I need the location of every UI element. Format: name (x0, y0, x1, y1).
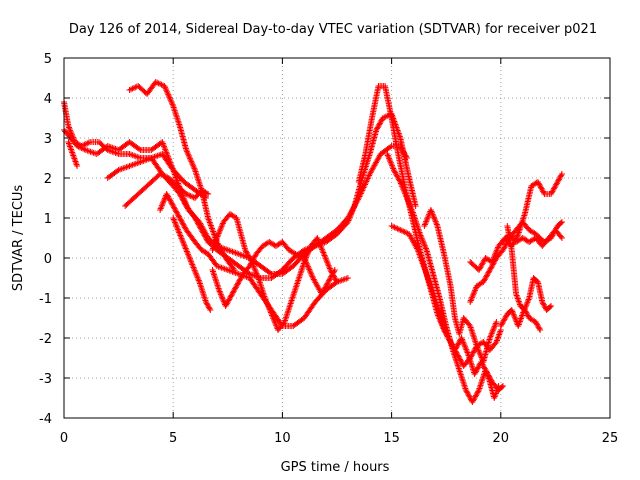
data-point-markers (61, 111, 419, 277)
y-tick-label: -1 (39, 292, 52, 307)
series-track-8 (170, 215, 214, 313)
series-track-19 (497, 275, 555, 329)
x-tick-label: 5 (169, 431, 177, 446)
data-point-markers (209, 239, 338, 309)
chart-title: Day 126 of 2014, Sidereal Day-to-day VTE… (69, 22, 597, 37)
y-tick-label: 4 (44, 92, 52, 107)
data-point-markers (497, 275, 555, 329)
x-tick-label: 25 (602, 431, 619, 446)
x-tick-label: 20 (493, 431, 510, 446)
series-track-6 (126, 79, 238, 273)
x-axis-label: GPS time / hours (281, 460, 390, 475)
data-point-markers (126, 79, 238, 273)
series-track-4 (104, 143, 410, 281)
data-point-markers (104, 143, 410, 281)
data-point-markers (388, 223, 502, 401)
grid-lines (64, 58, 610, 418)
y-tick-label: -2 (39, 332, 52, 347)
series-track-13 (388, 223, 502, 401)
data-point-markers (65, 139, 81, 169)
x-tick-label: 15 (383, 431, 400, 446)
y-tick-label: 2 (44, 172, 52, 187)
x-tick-label: 10 (274, 431, 291, 446)
axis-ticks: 0 5 10 15 20 25 -4 -3 -2 -1 0 1 2 3 4 5 (39, 52, 618, 446)
series-track-9 (209, 211, 340, 333)
y-tick-label: 0 (44, 252, 52, 267)
y-tick-label: 1 (44, 212, 52, 227)
y-tick-label: 5 (44, 52, 52, 67)
data-point-markers (209, 211, 340, 333)
series-track-14 (421, 207, 500, 365)
data-series (61, 79, 565, 405)
y-tick-label: -3 (39, 372, 52, 387)
series-track-10 (209, 239, 338, 309)
x-tick-label: 0 (60, 431, 68, 446)
y-tick-label: 3 (44, 132, 52, 147)
plot-frame (63, 57, 611, 419)
y-axis-label: SDTVAR / TECUs (11, 185, 26, 292)
data-point-markers (421, 207, 500, 365)
y-tick-label: -4 (39, 412, 52, 427)
series-track-2 (61, 111, 419, 277)
series-track-3 (65, 139, 81, 169)
data-point-markers (170, 215, 214, 313)
